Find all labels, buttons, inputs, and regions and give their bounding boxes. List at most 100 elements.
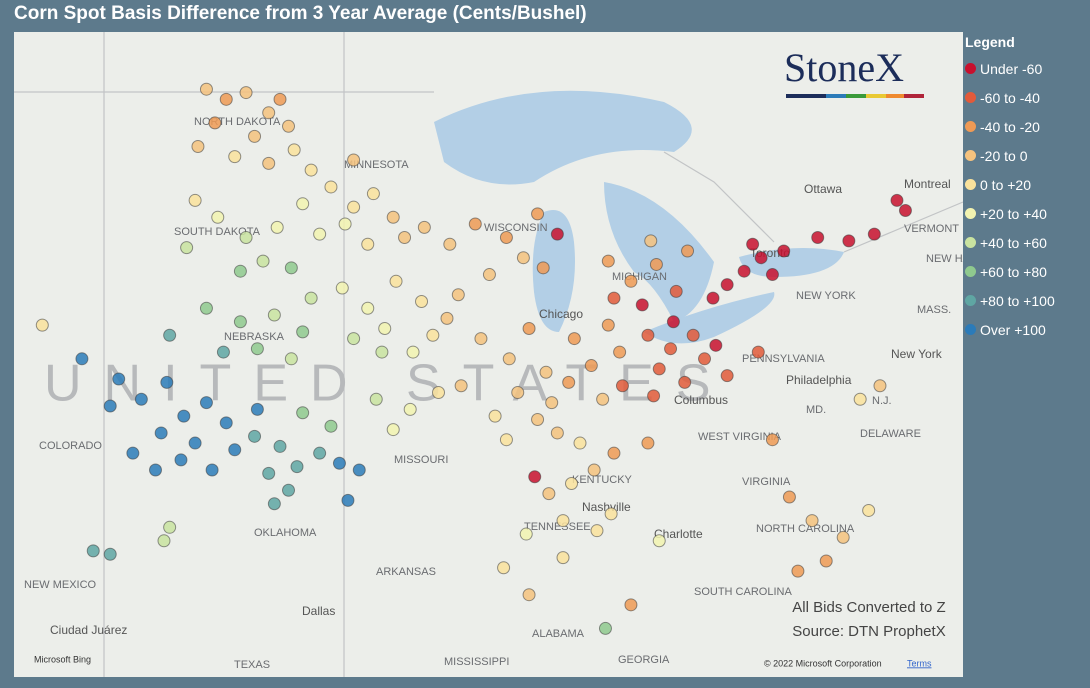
place-label: DELAWARE: [860, 428, 921, 440]
bid-dot: [853, 392, 867, 406]
place-label: NEW MEXICO: [24, 579, 97, 591]
legend-label: -60 to -40: [980, 89, 1040, 106]
bid-dot: [516, 251, 530, 265]
country-label: UNITED STATES: [44, 355, 733, 413]
place-label: MICHIGAN: [612, 271, 667, 283]
bid-dot: [584, 359, 598, 373]
place-label: NEBRASKA: [224, 331, 285, 343]
bid-dot: [601, 254, 615, 268]
bid-dot: [664, 342, 678, 356]
legend-item[interactable]: +80 to +100: [965, 286, 1055, 315]
bid-dot: [454, 379, 468, 393]
place-label: Ottawa: [804, 182, 842, 196]
bid-dot: [415, 295, 429, 309]
bid-dot: [499, 230, 513, 244]
bid-dot: [378, 321, 392, 335]
bid-dot: [698, 352, 712, 366]
bid-dot: [205, 463, 219, 477]
legend-item[interactable]: 0 to +20: [965, 170, 1055, 199]
legend-swatch: [965, 266, 976, 277]
note: All Bids Converted to Z: [792, 599, 945, 616]
bid-dot: [256, 254, 270, 268]
bid-dot: [539, 365, 553, 379]
bid-dot: [805, 514, 819, 528]
place-label: GEORGIA: [618, 654, 670, 666]
legend-swatch: [965, 179, 976, 190]
legend-label: +40 to +60: [980, 234, 1047, 251]
bid-dot: [867, 227, 881, 241]
bid-dot: [791, 564, 805, 578]
bid-dot: [262, 466, 276, 480]
bid-dot: [332, 456, 346, 470]
place-label: OKLAHOMA: [254, 527, 317, 539]
bid-dot: [177, 409, 191, 423]
bid-dot: [873, 379, 887, 393]
legend-item[interactable]: +40 to +60: [965, 228, 1055, 257]
legend-item[interactable]: Over +100: [965, 315, 1055, 344]
bid-dot: [511, 386, 525, 400]
legend-item[interactable]: -20 to 0: [965, 141, 1055, 170]
legend-item[interactable]: +60 to +80: [965, 257, 1055, 286]
place-label: MD.: [806, 404, 826, 416]
legend-label: -20 to 0: [980, 147, 1028, 164]
bid-dot: [432, 386, 445, 400]
place-label: Charlotte: [654, 527, 703, 541]
place-label: Columbus: [674, 393, 728, 407]
map[interactable]: UNITED STATES NORTH DAKOTAMINNESOTASOUTH…: [14, 32, 963, 677]
bid-dot: [666, 315, 680, 329]
bid-dot: [746, 237, 760, 251]
bid-dot: [389, 274, 403, 288]
bid-dot: [366, 187, 380, 201]
bid-dot: [267, 308, 281, 322]
bid-dot: [270, 220, 284, 234]
legend: Legend Under -60 -60 to -40 -40 to -20 -20 …: [965, 34, 1055, 344]
bid-dot: [649, 257, 663, 271]
bid-dot: [681, 244, 695, 258]
bid-dot: [641, 436, 655, 450]
bid-dot: [522, 588, 536, 602]
borders: [14, 32, 963, 677]
bid-dot: [519, 527, 533, 541]
legend-item[interactable]: Under -60: [965, 54, 1055, 83]
bid-dot: [765, 268, 779, 282]
legend-item[interactable]: -40 to -20: [965, 112, 1055, 141]
bid-dot: [228, 150, 242, 164]
place-label: WEST VIRGINIA: [698, 431, 782, 443]
bid-dot: [112, 372, 126, 386]
bid-dot: [426, 328, 440, 342]
note: Source: DTN ProphetX: [792, 623, 945, 640]
bid-dot: [282, 119, 296, 133]
bid-dot: [706, 291, 720, 305]
bid-dot: [556, 551, 570, 565]
legend-swatch: [965, 92, 976, 103]
legend-item[interactable]: -60 to -40: [965, 83, 1055, 112]
bid-dot: [669, 284, 683, 298]
bid-dot: [188, 436, 202, 450]
bid-dot: [406, 345, 420, 359]
bid-dot: [443, 237, 457, 251]
bid-dot: [403, 402, 417, 416]
bid-dot: [556, 514, 570, 528]
bid-dot: [160, 375, 174, 389]
bid-dot: [440, 311, 454, 325]
bid-dot: [596, 392, 610, 406]
legend-item[interactable]: +20 to +40: [965, 199, 1055, 228]
place-label: NEW YORK: [796, 290, 856, 302]
bid-dot: [284, 352, 298, 366]
bid-dot: [644, 234, 658, 248]
bid-dot: [35, 318, 49, 332]
title: Corn Spot Basis Difference from 3 Year A…: [14, 3, 587, 24]
bid-dot: [248, 429, 262, 443]
bid-dot: [536, 261, 550, 275]
bid-dot: [499, 433, 513, 447]
bid-dot: [898, 204, 912, 218]
legend-label: +20 to +40: [980, 205, 1047, 222]
bid-dot: [352, 463, 366, 477]
bid-dot: [86, 544, 100, 558]
bid-dot: [341, 493, 355, 507]
bid-dot: [296, 406, 310, 420]
bid-dot: [199, 82, 213, 96]
bid-dot: [149, 463, 162, 477]
terms-link[interactable]: Terms: [907, 658, 932, 668]
bid-dot: [488, 409, 502, 423]
